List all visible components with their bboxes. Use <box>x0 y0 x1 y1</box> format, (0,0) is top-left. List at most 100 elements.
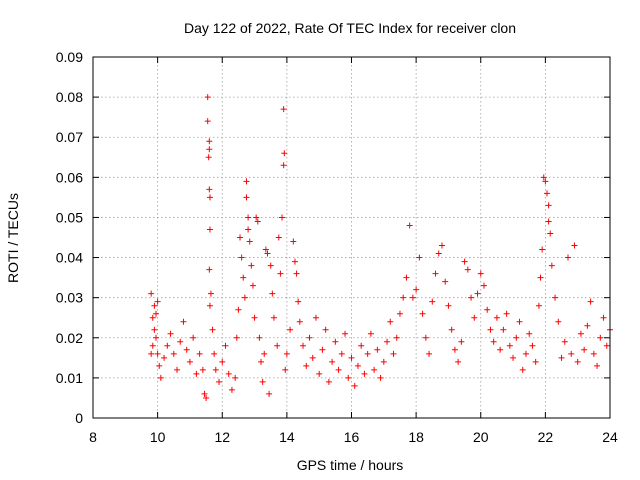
data-point <box>364 350 371 357</box>
data-point <box>266 390 273 397</box>
data-point <box>309 354 316 361</box>
data-point <box>222 342 229 349</box>
data-point <box>262 246 269 253</box>
data-point <box>212 366 219 373</box>
data-point <box>240 274 247 281</box>
data-point <box>577 330 584 337</box>
data-point <box>535 302 542 309</box>
data-point <box>406 222 413 229</box>
data-point <box>380 358 387 365</box>
data-point <box>448 326 455 333</box>
data-point <box>458 338 465 345</box>
data-point <box>519 366 526 373</box>
x-tick-label: 16 <box>344 429 360 445</box>
data-point <box>552 294 559 301</box>
data-point <box>206 226 213 233</box>
data-point <box>594 362 601 369</box>
data-point <box>480 282 487 289</box>
data-point <box>251 314 258 321</box>
y-tick-label: 0.09 <box>56 49 83 65</box>
data-point <box>153 334 160 341</box>
data-point <box>429 298 436 305</box>
data-point <box>409 294 416 301</box>
data-point <box>329 358 336 365</box>
x-tick-label: 20 <box>473 429 489 445</box>
data-point <box>249 282 256 289</box>
data-point <box>183 346 190 353</box>
data-point <box>148 350 155 357</box>
data-point <box>367 330 374 337</box>
data-point <box>269 290 276 297</box>
data-point <box>471 314 478 321</box>
data-point <box>164 342 171 349</box>
data-point <box>306 334 313 341</box>
data-point <box>345 374 352 381</box>
data-point <box>597 334 604 341</box>
data-point <box>600 314 607 321</box>
data-point <box>193 370 200 377</box>
data-point <box>513 334 520 341</box>
x-tick-label: 24 <box>602 429 618 445</box>
data-point <box>516 318 523 325</box>
data-point <box>153 310 160 317</box>
data-point <box>232 374 239 381</box>
data-point <box>312 314 319 321</box>
y-tick-label: 0.01 <box>56 370 83 386</box>
data-point <box>235 306 242 313</box>
data-point <box>295 298 302 305</box>
data-point <box>574 358 581 365</box>
data-point <box>258 358 265 365</box>
x-tick-label: 10 <box>150 429 166 445</box>
data-point <box>332 338 339 345</box>
data-point <box>348 354 355 361</box>
data-point <box>261 350 268 357</box>
data-point <box>537 274 544 281</box>
data-point <box>564 254 571 261</box>
data-point <box>377 374 384 381</box>
data-point <box>455 358 462 365</box>
y-tick-label: 0 <box>75 410 83 426</box>
data-point <box>484 306 491 313</box>
data-point <box>190 334 197 341</box>
data-point <box>206 146 213 153</box>
data-point <box>558 354 565 361</box>
data-point <box>259 378 266 385</box>
data-point <box>293 270 300 277</box>
x-tick-labels: 8 10 12 14 16 18 20 22 24 <box>89 429 618 445</box>
data-point <box>282 366 289 373</box>
grid-lines <box>93 57 610 418</box>
data-point <box>581 346 588 353</box>
data-point <box>204 94 211 101</box>
data-point <box>587 298 594 305</box>
data-point <box>432 270 439 277</box>
data-point <box>196 350 203 357</box>
data-point <box>243 178 250 185</box>
y-tick-label: 0.06 <box>56 169 83 185</box>
data-point <box>555 318 562 325</box>
data-point <box>154 298 161 305</box>
data-point <box>216 378 223 385</box>
data-point <box>396 310 403 317</box>
data-point <box>338 350 345 357</box>
data-point <box>468 294 475 301</box>
data-point <box>503 310 510 317</box>
data-point <box>264 250 271 257</box>
data-point <box>256 334 263 341</box>
data-point <box>228 386 235 393</box>
data-point <box>325 378 332 385</box>
data-point <box>157 374 164 381</box>
axis-ticks <box>92 56 611 419</box>
data-point <box>206 194 213 201</box>
data-point <box>280 106 287 113</box>
data-point <box>296 318 303 325</box>
data-point <box>149 342 156 349</box>
data-point <box>416 254 423 261</box>
data-point <box>246 238 253 245</box>
data-point <box>543 190 550 197</box>
data-point <box>237 234 244 241</box>
data-point <box>542 178 549 185</box>
data-point <box>211 350 218 357</box>
data-point <box>201 390 208 397</box>
data-point <box>177 338 184 345</box>
data-point <box>156 362 163 369</box>
